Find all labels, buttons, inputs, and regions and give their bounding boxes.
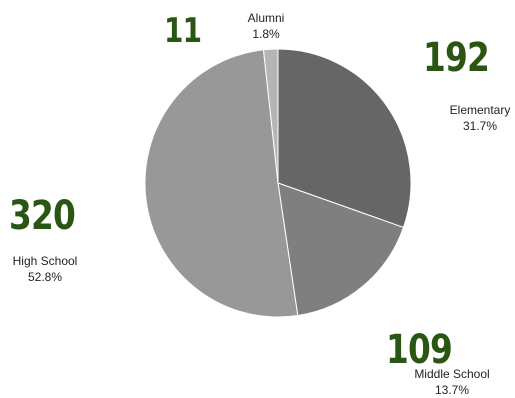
label-elementary: Elementary 31.7%	[450, 102, 511, 134]
label-middle-school: Middle School 13.7%	[414, 366, 489, 398]
label-elementary-percent: 31.7%	[462, 119, 498, 133]
value-elementary: 192	[423, 35, 490, 81]
label-middle-school-name: Middle School	[414, 367, 490, 381]
label-high-school-name: High School	[12, 254, 78, 268]
label-high-school-percent: 52.8%	[27, 270, 63, 284]
slice-alumni[interactable]	[262, 48, 279, 184]
label-elementary-name: Elementary	[449, 103, 511, 117]
label-middle-school-percent: 13.7%	[434, 383, 470, 397]
slice-high-school[interactable]	[144, 49, 299, 318]
slice-middle-school[interactable]	[277, 182, 405, 317]
value-high-school: 320	[9, 193, 76, 239]
slice-elementary[interactable]	[277, 48, 412, 229]
label-alumni-percent: 1.8%	[252, 27, 280, 41]
label-high-school: High School 52.8%	[13, 253, 78, 285]
value-alumni: 11	[164, 11, 202, 51]
value-middle-school: 109	[386, 327, 453, 373]
label-alumni-name: Alumni	[247, 11, 285, 25]
label-alumni: Alumni 1.8%	[248, 10, 285, 42]
